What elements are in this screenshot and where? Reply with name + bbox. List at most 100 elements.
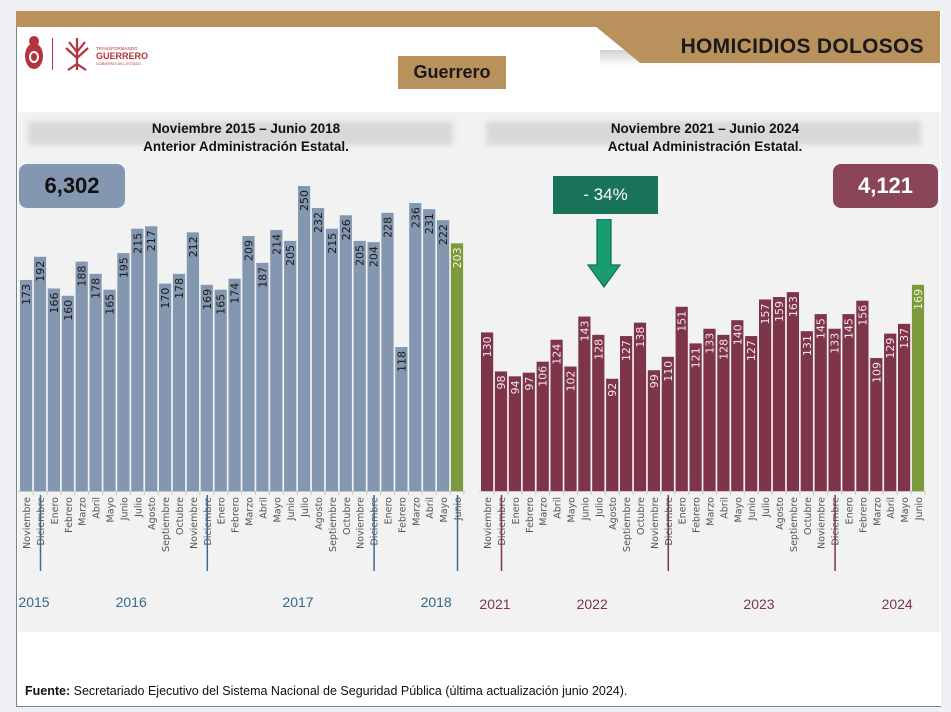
right-value-label: 140 [731, 324, 744, 345]
left-value-label: 204 [368, 246, 381, 267]
left-month-label: Abril [92, 497, 103, 519]
right-value-label: 128 [592, 339, 605, 360]
left-value-label: 166 [48, 292, 61, 313]
left-bar [75, 261, 88, 491]
left-value-label: 203 [451, 247, 464, 268]
left-bar [131, 228, 144, 491]
right-bar [481, 332, 494, 491]
right-value-label: 109 [870, 362, 883, 383]
right-bar [703, 328, 716, 491]
right-bar [911, 284, 925, 491]
right-period: Noviembre 2021 – Junio 2024 [610, 121, 800, 136]
arrow-down-icon [586, 219, 622, 289]
right-value-label: 133 [704, 333, 717, 354]
right-bar [731, 320, 744, 491]
right-bar [578, 316, 591, 491]
right-month-label: Marzo [872, 497, 883, 526]
right-value-label: 133 [829, 333, 842, 354]
right-value-label: 169 [912, 289, 925, 310]
right-month-label: Junio [747, 497, 758, 521]
left-value-label: 178 [173, 278, 186, 299]
left-bar [270, 229, 283, 492]
right-value-label: 99 [648, 374, 661, 388]
left-month-label: Julio [300, 497, 311, 518]
right-bar [842, 314, 855, 491]
title-band [28, 121, 453, 145]
right-month-label: Julio [594, 497, 605, 518]
right-bar [647, 370, 660, 491]
left-bar [325, 228, 338, 491]
left-bar [437, 220, 450, 491]
left-bar [20, 279, 33, 491]
left-value-label: 215 [326, 233, 339, 254]
left-value-label: 188 [76, 266, 89, 287]
right-value-label: 137 [898, 328, 911, 349]
left-value-label: 250 [298, 190, 311, 211]
right-year-label: 2021 [479, 596, 510, 612]
right-month-label: Agosto [608, 497, 619, 530]
left-bar [103, 289, 116, 491]
right-bar [522, 372, 535, 491]
left-month-label: Julio [133, 497, 144, 518]
right-month-label: Marzo [706, 497, 717, 526]
left-bar [298, 186, 311, 491]
left-month-label: Febrero [64, 497, 75, 533]
right-month-label: Mayo [567, 497, 578, 523]
right-year-label: 2023 [743, 596, 774, 612]
left-bar [381, 212, 394, 491]
left-month-label: Enero [50, 497, 61, 525]
left-month-label: Mayo [272, 497, 283, 523]
right-month-label: Junio [914, 497, 925, 521]
right-bar [536, 361, 549, 491]
right-month-label: Junio [580, 497, 591, 521]
source-text: Secretariado Ejecutivo del Sistema Nacio… [70, 684, 628, 698]
left-value-label: 209 [243, 240, 256, 261]
left-value-label: 236 [409, 207, 422, 228]
left-month-label: Octubre [175, 497, 186, 535]
left-month-label: Marzo [245, 497, 256, 526]
left-value-label: 217 [145, 230, 158, 251]
right-month-label: Octubre [636, 497, 647, 535]
left-bar [200, 284, 213, 491]
left-value-label: 222 [437, 224, 450, 245]
left-bar [145, 226, 158, 491]
left-month-label: Agosto [147, 497, 158, 530]
right-bar [606, 378, 619, 491]
right-value-label: 98 [495, 375, 508, 389]
left-value-label: 214 [270, 234, 283, 255]
right-bar [898, 323, 911, 491]
right-month-label: Diciembre [497, 497, 508, 546]
right-month-label: Noviembre [483, 497, 494, 549]
left-bar [186, 232, 199, 492]
left-month-label: Junio [119, 497, 130, 521]
left-value-label: 215 [131, 233, 144, 254]
right-bar [759, 299, 772, 491]
left-bar [228, 278, 241, 491]
right-value-label: 124 [551, 344, 564, 365]
right-panel-title: Noviembre 2021 – Junio 2024 Actual Admin… [470, 120, 940, 156]
right-bar [870, 358, 883, 491]
left-month-label: Enero [217, 497, 228, 525]
left-value-label: 160 [62, 300, 75, 321]
page-title: HOMICIDIOS DOLOSOS [680, 35, 924, 58]
right-bar [620, 336, 633, 491]
left-bar [284, 240, 297, 491]
left-administration: Anterior Administración Estatal. [143, 139, 349, 154]
left-bar [450, 243, 464, 491]
left-bar [172, 273, 186, 491]
left-total-badge: 6,302 [19, 164, 125, 208]
right-value-label: 92 [606, 383, 619, 397]
right-bar [633, 322, 647, 491]
right-month-label: Octubre [803, 497, 814, 535]
left-month-label: Febrero [397, 497, 408, 533]
right-value-label: 145 [815, 318, 828, 339]
left-month-label: Diciembre [36, 497, 47, 546]
right-bar [564, 366, 577, 491]
right-value-label: 94 [509, 380, 522, 394]
right-value-label: 163 [787, 296, 800, 317]
left-value-label: 205 [284, 245, 297, 266]
left-value-label: 231 [423, 213, 436, 234]
left-month-label: Noviembre [189, 497, 200, 549]
right-bar [661, 356, 674, 491]
